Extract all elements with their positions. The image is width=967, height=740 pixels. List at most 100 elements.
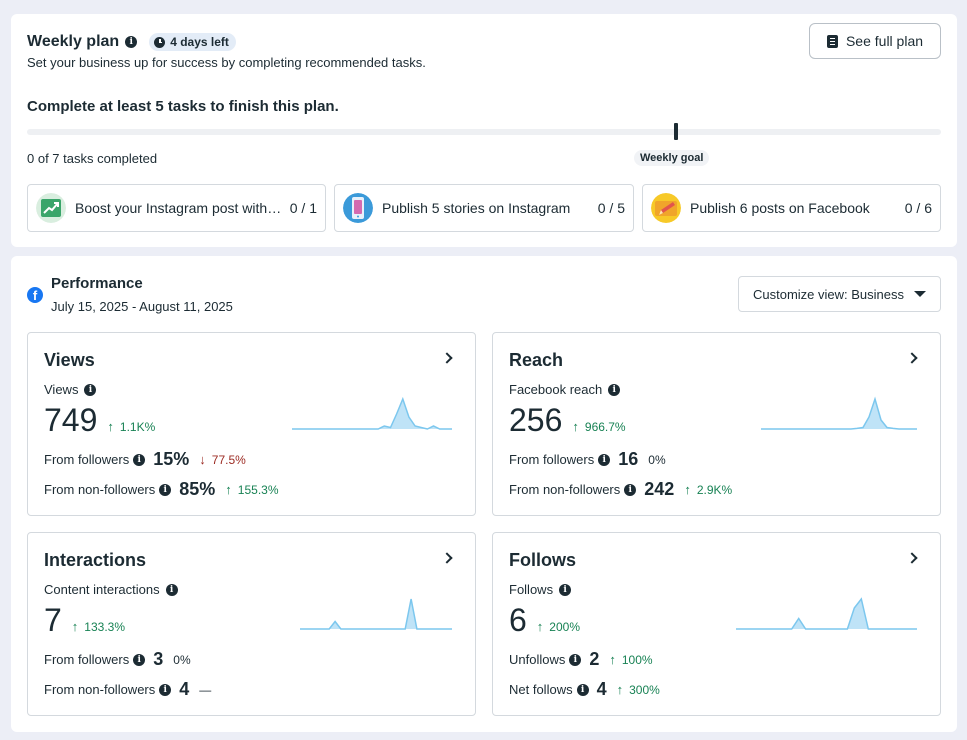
- weekly-plan-card: Weekly plan i 4 days left Set your busin…: [11, 14, 957, 247]
- metric-label-text: Follows: [509, 582, 554, 597]
- task-count: 0 / 5: [597, 200, 625, 216]
- views-card[interactable]: Views Views i 749 ↑ 1.1K% From followers …: [27, 332, 476, 516]
- metric-title: Interactions: [44, 550, 147, 570]
- metric-delta-value: 200%: [549, 619, 580, 634]
- sparkline-line: [292, 396, 452, 430]
- breakdown-delta-value: 77.5%: [211, 452, 246, 467]
- info-icon[interactable]: i: [624, 483, 637, 496]
- metric-delta: ↑ 133.3%: [72, 619, 125, 634]
- chevron-right-icon[interactable]: [906, 552, 918, 564]
- reach-card[interactable]: Reach Facebook reach i 256 ↑ 966.7% From …: [492, 332, 941, 516]
- breakdown-delta: ↑ 2.9K%: [684, 482, 732, 497]
- sparkline-area: [761, 399, 917, 429]
- breakdown-value: 2: [589, 649, 600, 669]
- info-icon[interactable]: i: [125, 36, 138, 48]
- metric-delta: ↑ 1.1K%: [107, 419, 155, 434]
- metric-delta-value: 966.7%: [584, 419, 626, 434]
- days-left-badge: 4 days left: [149, 33, 236, 51]
- breakdown-row: From non-followers i 85% ↑ 155.3%: [44, 479, 279, 500]
- info-icon[interactable]: i: [559, 583, 572, 596]
- sparkline-line: [300, 598, 452, 630]
- breakdown-delta: —: [199, 682, 212, 697]
- performance-card: f Performance July 15, 2025 - August 11,…: [11, 256, 957, 732]
- weekly-plan-header: Weekly plan i 4 days left: [27, 33, 236, 51]
- info-icon[interactable]: i: [569, 653, 582, 666]
- metric-title: Views: [44, 350, 95, 370]
- pencil-post-icon: [651, 193, 681, 223]
- days-left-text: 4 days left: [170, 35, 229, 49]
- breakdown-label: From followers: [44, 452, 130, 467]
- customize-view-dropdown[interactable]: Customize view: Business: [738, 276, 941, 312]
- task-count: 0 / 6: [904, 200, 932, 216]
- breakdown-label: From followers: [44, 652, 130, 667]
- sparkline-area: [300, 599, 452, 629]
- breakdown-delta-value: 100%: [621, 652, 653, 667]
- task-publish-stories[interactable]: Publish 5 stories on Instagram 0 / 5: [334, 184, 634, 232]
- breakdown-value: 4: [596, 679, 607, 699]
- breakdown-row: Unfollows i 2 ↑ 100%: [509, 649, 653, 670]
- phone-stories-icon: [343, 193, 373, 223]
- breakdown-row: Net follows i 4 ↑ 300%: [509, 679, 660, 700]
- breakdown-delta: ↑ 155.3%: [225, 482, 278, 497]
- breakdown-delta-value: 2.9K%: [696, 482, 733, 497]
- breakdown-value: 85%: [179, 479, 216, 499]
- chevron-right-icon[interactable]: [906, 352, 918, 364]
- see-full-plan-button[interactable]: See full plan: [809, 23, 941, 59]
- info-icon[interactable]: i: [133, 653, 146, 666]
- breakdown-delta: ↑ 100%: [609, 652, 652, 667]
- breakdown-delta: ↑ 300%: [617, 682, 660, 697]
- breakdown-row: From followers i 15% ↓ 77.5%: [44, 449, 246, 470]
- info-icon[interactable]: i: [84, 383, 97, 396]
- task-label: Publish 5 stories on Instagram: [382, 200, 571, 216]
- info-icon[interactable]: i: [133, 453, 146, 466]
- performance-title: Performance: [51, 275, 143, 292]
- document-icon: [826, 34, 838, 48]
- info-icon[interactable]: i: [159, 483, 172, 496]
- info-icon[interactable]: i: [576, 683, 589, 696]
- task-boost-instagram[interactable]: Boost your Instagram post with an ad 0 /…: [27, 184, 326, 232]
- metric-label: Content interactions i: [44, 582, 178, 597]
- arrow-up-icon: ↑: [107, 419, 114, 434]
- metric-value: 6: [509, 602, 527, 638]
- plan-progress-bar: [27, 129, 941, 135]
- follows-card[interactable]: Follows Follows i 6 ↑ 200% Unfollows i 2 …: [492, 532, 941, 716]
- arrow-up-icon: ↑: [225, 482, 232, 497]
- sparkline-area: [736, 599, 917, 629]
- metric-value: 749: [44, 402, 98, 438]
- info-icon[interactable]: i: [159, 683, 172, 696]
- chevron-right-icon[interactable]: [441, 352, 453, 364]
- info-icon[interactable]: i: [598, 453, 611, 466]
- arrow-up-icon: ↑: [71, 619, 79, 634]
- info-icon[interactable]: i: [165, 583, 178, 596]
- task-publish-posts[interactable]: Publish 6 posts on Facebook 0 / 6: [642, 184, 941, 232]
- metric-value-row: 749 ↑ 1.1K%: [44, 402, 155, 439]
- interactions-card[interactable]: Interactions Content interactions i 7 ↑ 1…: [27, 532, 476, 716]
- info-icon[interactable]: i: [608, 383, 621, 396]
- tasks-completed-text: 0 of 7 tasks completed: [27, 151, 158, 166]
- metric-label-text: Content interactions: [44, 582, 160, 597]
- weekly-plan-subtitle: Set your business up for success by comp…: [27, 55, 426, 70]
- task-label: Publish 6 posts on Facebook: [690, 200, 870, 216]
- breakdown-delta: 0%: [173, 652, 191, 667]
- breakdown-value: 242: [644, 479, 675, 499]
- sparkline-line: [736, 597, 917, 630]
- metric-title: Reach: [509, 350, 564, 370]
- clock-icon: [154, 36, 166, 48]
- breakdown-label: Net follows: [509, 682, 573, 697]
- follows-sparkline: [736, 597, 917, 630]
- breakdown-label: From followers: [509, 452, 595, 467]
- metric-label-text: Facebook reach: [509, 382, 603, 397]
- breakdown-label: From non-followers: [44, 482, 156, 497]
- metric-label-text: Views: [44, 382, 79, 397]
- chart-up-icon: [36, 193, 66, 223]
- breakdown-row: From non-followers i 242 ↑ 2.9K%: [509, 479, 732, 500]
- breakdown-label: From non-followers: [509, 482, 621, 497]
- metric-label: Facebook reach i: [509, 382, 621, 397]
- chevron-right-icon[interactable]: [441, 552, 453, 564]
- metric-label: Follows i: [509, 582, 572, 597]
- breakdown-row: From followers i 16 0%: [509, 449, 666, 470]
- arrow-up-icon: ↑: [609, 652, 616, 667]
- weekly-goal-marker: [674, 123, 678, 140]
- metric-value: 7: [44, 602, 62, 638]
- weekly-goal-label: Weekly goal: [634, 150, 710, 166]
